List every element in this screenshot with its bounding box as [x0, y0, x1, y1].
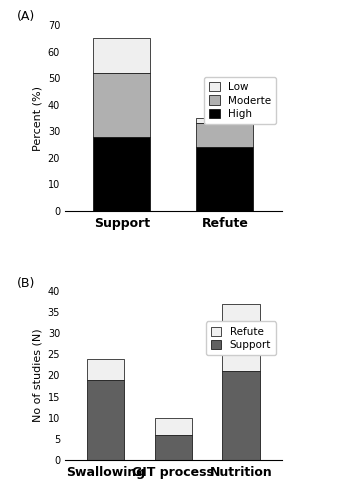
Bar: [155, 418, 192, 434]
Bar: [222, 371, 260, 460]
Legend: Refute, Support: Refute, Support: [206, 322, 277, 356]
Text: (A): (A): [17, 10, 36, 23]
Bar: [196, 147, 253, 211]
Bar: [196, 124, 253, 147]
Bar: [222, 304, 260, 371]
Bar: [87, 358, 124, 380]
Bar: [87, 380, 124, 460]
Bar: [155, 434, 192, 460]
Bar: [93, 73, 150, 136]
Bar: [93, 136, 150, 211]
Legend: Low, Moderte, High: Low, Moderte, High: [204, 76, 277, 124]
Y-axis label: No of studies (N): No of studies (N): [32, 328, 42, 422]
Bar: [93, 38, 150, 73]
Y-axis label: Percent (%): Percent (%): [32, 86, 42, 150]
Bar: [196, 118, 253, 124]
Text: (B): (B): [17, 278, 36, 290]
